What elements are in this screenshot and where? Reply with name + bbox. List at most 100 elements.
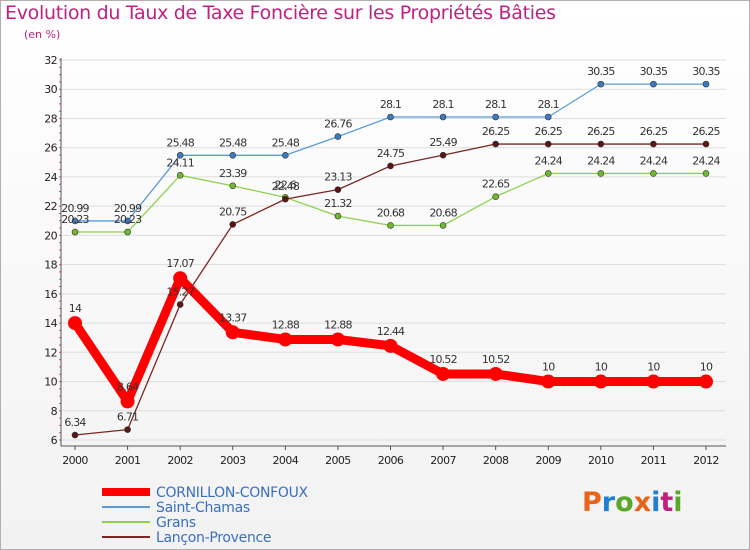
data-point [71,217,79,225]
data-point [71,228,79,236]
y-tick-label: 12 [44,346,57,359]
x-tick-label: 2004 [273,454,299,467]
data-point [334,133,342,140]
data-label: 20.75 [219,205,247,218]
data-point [492,140,499,148]
logo-letter: x [633,487,652,518]
y-tick-label: 8 [51,405,58,418]
data-point [699,374,713,389]
logo-letter: r [601,487,616,518]
data-point [387,162,394,170]
x-tick-label: 2003 [220,454,246,467]
data-label: 12.44 [377,325,405,338]
data-label: 10 [542,361,555,374]
data-label: 30.35 [640,65,668,78]
data-label: 14 [69,302,82,315]
chart-title: Evolution du Taux de Taxe Foncière sur l… [5,2,556,24]
y-tick-label: 10 [44,376,57,389]
data-label: 20.23 [61,213,89,226]
data-point [173,271,188,286]
data-point [597,170,605,177]
data-point [334,186,342,193]
data-point [650,170,657,177]
data-point [383,338,398,353]
data-label: 24.75 [377,147,405,160]
data-point [439,113,447,121]
data-label: 26.25 [692,125,720,138]
data-label: 30.35 [692,65,720,78]
data-point [71,431,79,439]
x-tick-label: 2002 [167,454,193,467]
data-label: 28.1 [380,98,401,111]
data-label: 24.24 [640,154,668,167]
chart-unit-label: (en %) [24,28,61,41]
data-label: 25.49 [429,136,457,149]
data-point [176,151,184,159]
y-tick-label: 32 [44,54,57,67]
data-point [597,80,605,88]
y-tick-label: 20 [44,229,57,242]
x-tick-label: 2001 [115,454,141,467]
data-point [650,140,657,148]
y-tick-label: 28 [44,112,57,125]
data-point [387,113,394,121]
data-label: 26.25 [640,125,668,138]
data-label: 20.23 [114,213,142,226]
data-point [544,140,552,148]
logo-letter: i [673,487,683,518]
data-point [120,394,135,409]
y-tick-label: 18 [44,259,57,272]
data-label: 26.25 [535,125,563,138]
data-point [702,140,710,148]
data-point [282,151,289,159]
data-label: 10.52 [482,353,510,366]
data-point [229,182,237,190]
data-point [282,195,289,203]
data-label: 10 [595,361,608,374]
x-tick-label: 2007 [430,454,456,467]
data-label: 13.37 [219,311,247,324]
legend-label: CORNILLON-CONFOUX [156,485,309,501]
data-point [439,151,447,159]
logo-letter: i [651,487,661,518]
data-point [702,80,710,88]
data-label: 22.6 [275,178,297,191]
x-tick-label: 2008 [483,454,509,467]
data-label: 10 [647,361,660,374]
data-label: 10.52 [429,353,457,366]
x-tick-label: 2000 [62,454,88,467]
data-label: 25.48 [272,136,300,149]
x-tick-label: 2009 [535,454,561,467]
data-label: 24.11 [166,156,194,169]
data-label: 6.34 [64,416,86,429]
data-label: 20.68 [377,206,405,219]
data-point [544,113,552,121]
data-label: 30.35 [587,65,615,78]
data-label: 24.24 [535,154,563,167]
data-label: 23.39 [219,167,247,180]
data-point [492,113,499,121]
y-tick-label: 26 [44,142,57,155]
data-point [330,332,345,347]
data-point [229,221,237,228]
data-label: 28.1 [485,98,506,111]
x-tick-label: 2012 [693,454,719,467]
data-point [387,222,394,229]
legend: CORNILLON-CONFOUXSaint-ChamasGransLançon… [102,485,309,546]
data-point [278,332,293,347]
data-point [225,325,240,340]
data-point [229,151,237,159]
data-label: 17.07 [166,257,194,270]
data-label: 25.48 [166,136,194,149]
data-label: 24.24 [692,154,720,167]
data-point [702,170,710,177]
y-tick-label: 6 [51,434,58,447]
data-point [488,366,503,381]
data-point [650,80,657,88]
legend-label: Saint-Chamas [156,500,250,516]
data-label: 20.99 [114,202,142,215]
y-tick-label: 16 [44,288,57,301]
data-point [124,426,131,433]
data-point [646,374,661,389]
data-label: 21.32 [324,197,352,210]
